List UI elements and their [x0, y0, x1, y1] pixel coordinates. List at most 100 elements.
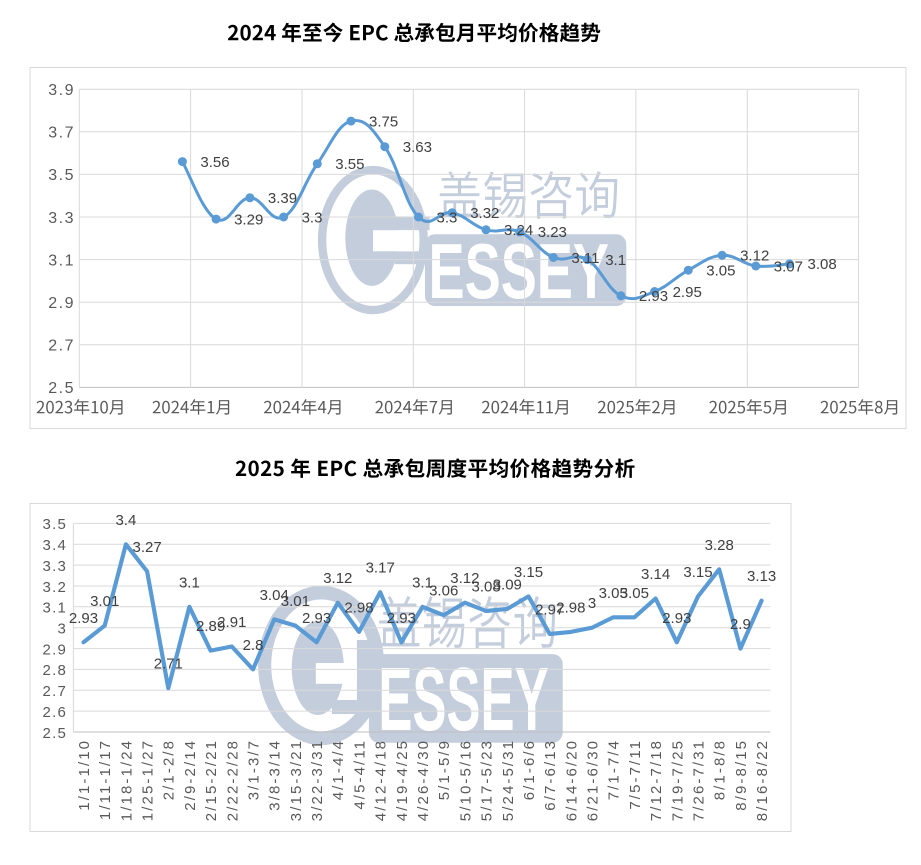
svg-text:2.71: 2.71	[154, 656, 183, 673]
svg-text:7/5-7/11: 7/5-7/11	[627, 739, 644, 810]
svg-text:3/15-3/21: 3/15-3/21	[288, 739, 305, 821]
svg-text:3.08: 3.08	[808, 256, 837, 273]
svg-text:2/1-2/8: 2/1-2/8	[161, 739, 178, 800]
svg-text:2.98: 2.98	[556, 599, 585, 616]
svg-text:2.97: 2.97	[535, 602, 564, 619]
svg-text:3.3: 3.3	[437, 209, 458, 226]
svg-text:5/1-5/9: 5/1-5/9	[436, 739, 453, 800]
svg-text:2.93: 2.93	[662, 610, 691, 627]
svg-text:3.32: 3.32	[470, 205, 499, 222]
svg-text:7/12-7/18: 7/12-7/18	[648, 739, 665, 821]
svg-text:3: 3	[57, 621, 67, 638]
svg-text:1/25-1/27: 1/25-1/27	[140, 739, 157, 821]
svg-text:2.5: 2.5	[43, 725, 67, 742]
svg-text:3.3: 3.3	[302, 209, 323, 226]
svg-text:1/1-1/10: 1/1-1/10	[76, 739, 93, 811]
svg-text:3.63: 3.63	[403, 139, 432, 156]
svg-text:3.07: 3.07	[774, 258, 803, 275]
svg-text:3.13: 3.13	[747, 568, 776, 585]
svg-text:3.08: 3.08	[471, 579, 500, 596]
svg-text:3.05: 3.05	[599, 585, 628, 602]
svg-text:3.28: 3.28	[705, 537, 734, 554]
svg-text:2.95: 2.95	[673, 284, 702, 301]
svg-text:2.9: 2.9	[730, 616, 751, 633]
svg-text:2.93: 2.93	[639, 288, 668, 305]
svg-text:3.05: 3.05	[706, 263, 735, 280]
svg-text:3.7: 3.7	[48, 125, 75, 142]
svg-text:2/15-2/21: 2/15-2/21	[203, 739, 220, 821]
svg-text:3: 3	[588, 595, 596, 612]
svg-text:3.12: 3.12	[323, 570, 352, 587]
svg-text:8/9-8/15: 8/9-8/15	[733, 739, 750, 811]
svg-text:2.9: 2.9	[43, 641, 67, 658]
svg-text:4/12-4/18: 4/12-4/18	[373, 739, 390, 821]
svg-text:3.39: 3.39	[268, 190, 297, 207]
svg-text:3/22-3/31: 3/22-3/31	[309, 739, 326, 821]
svg-text:2/9-2/14: 2/9-2/14	[182, 739, 199, 811]
svg-text:3/1-3/7: 3/1-3/7	[246, 739, 263, 800]
svg-text:8/1-8/8: 8/1-8/8	[712, 739, 729, 800]
svg-text:ESSEY: ESSEY	[378, 650, 548, 750]
svg-text:4/1-4/4: 4/1-4/4	[330, 739, 347, 800]
svg-text:8/16-8/22: 8/16-8/22	[754, 739, 771, 821]
svg-text:5/24-5/31: 5/24-5/31	[500, 739, 517, 821]
svg-text:3.1: 3.1	[605, 252, 626, 269]
svg-text:3.15: 3.15	[514, 564, 543, 581]
svg-text:3.09: 3.09	[493, 576, 522, 593]
svg-text:2.93: 2.93	[387, 610, 416, 627]
svg-text:4/19-4/25: 4/19-4/25	[394, 739, 411, 821]
svg-text:6/7-6/13: 6/7-6/13	[542, 739, 559, 811]
svg-text:3.06: 3.06	[429, 583, 458, 600]
svg-text:3.12: 3.12	[740, 248, 769, 265]
svg-text:3.5: 3.5	[43, 516, 67, 533]
svg-text:4/26-4/30: 4/26-4/30	[415, 739, 432, 821]
svg-text:7/26-7/31: 7/26-7/31	[691, 739, 708, 821]
svg-text:3.1: 3.1	[412, 574, 433, 591]
svg-text:7/1-7/4: 7/1-7/4	[606, 739, 623, 800]
svg-text:7/19-7/25: 7/19-7/25	[669, 739, 686, 821]
svg-text:3.14: 3.14	[641, 566, 670, 583]
svg-text:3.17: 3.17	[366, 560, 395, 577]
svg-text:6/1-6/6: 6/1-6/6	[521, 739, 538, 800]
svg-text:6/21-6/30: 6/21-6/30	[585, 739, 602, 821]
svg-text:2/22-2/28: 2/22-2/28	[224, 739, 241, 821]
svg-text:3.2: 3.2	[43, 579, 67, 596]
svg-text:3.05: 3.05	[620, 585, 649, 602]
svg-text:3.11: 3.11	[571, 250, 599, 267]
svg-text:3.4: 3.4	[43, 537, 67, 554]
svg-text:2.93: 2.93	[302, 610, 331, 627]
svg-text:2.9: 2.9	[48, 295, 75, 312]
svg-text:1/11-1/17: 1/11-1/17	[97, 739, 114, 820]
svg-text:3.9: 3.9	[48, 82, 75, 99]
svg-text:3.55: 3.55	[335, 156, 364, 173]
svg-text:3.24: 3.24	[504, 222, 533, 239]
svg-text:3.1: 3.1	[179, 574, 200, 591]
svg-text:2.89: 2.89	[196, 618, 225, 635]
svg-text:2.98: 2.98	[344, 599, 373, 616]
svg-text:2.8: 2.8	[43, 662, 67, 679]
svg-text:3.75: 3.75	[369, 113, 398, 130]
svg-text:3.4: 3.4	[115, 512, 136, 529]
svg-text:2.93: 2.93	[69, 610, 98, 627]
svg-text:3.01: 3.01	[281, 593, 310, 610]
svg-text:3.3: 3.3	[48, 210, 75, 227]
svg-text:6/14-6/20: 6/14-6/20	[563, 739, 580, 821]
svg-text:3.1: 3.1	[48, 252, 75, 269]
svg-text:2.91: 2.91	[217, 614, 246, 631]
svg-text:4/5-4/11: 4/5-4/11	[351, 739, 368, 810]
svg-text:3.01: 3.01	[90, 593, 119, 610]
svg-text:3.12: 3.12	[450, 570, 479, 587]
svg-text:3.5: 3.5	[48, 167, 75, 184]
svg-text:2.7: 2.7	[48, 338, 75, 355]
svg-text:3.23: 3.23	[538, 224, 567, 241]
svg-text:3/8-3/14: 3/8-3/14	[267, 739, 284, 811]
svg-text:2.7: 2.7	[43, 683, 67, 700]
svg-text:3.1: 3.1	[43, 600, 67, 617]
svg-text:1/18-1/24: 1/18-1/24	[118, 739, 135, 821]
svg-text:3.29: 3.29	[234, 211, 263, 228]
svg-text:5/10-5/16: 5/10-5/16	[457, 739, 474, 821]
svg-text:2.6: 2.6	[43, 704, 67, 721]
svg-text:3.27: 3.27	[132, 539, 161, 556]
svg-text:2.5: 2.5	[48, 380, 75, 397]
svg-text:5/17-5/23: 5/17-5/23	[479, 739, 496, 821]
